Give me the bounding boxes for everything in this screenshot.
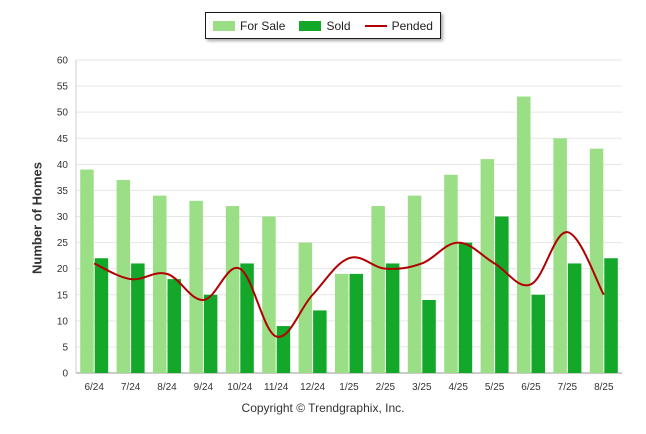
- bar-sold: [495, 216, 509, 373]
- legend: For Sale Sold Pended: [205, 12, 441, 39]
- y-tick-label: 50: [57, 108, 69, 119]
- bar-sold: [531, 294, 545, 373]
- bar-for-sale: [371, 206, 385, 373]
- bar-for-sale: [444, 174, 458, 373]
- bar-sold: [313, 310, 327, 373]
- y-tick-label: 0: [62, 369, 68, 380]
- x-tick-label: 3/25: [412, 382, 432, 393]
- legend-swatch-pended: [364, 24, 387, 27]
- legend-swatch-for-sale: [213, 20, 236, 31]
- bar-for-sale: [517, 96, 531, 374]
- legend-item-sold[interactable]: Sold: [299, 18, 351, 33]
- x-tick-label: 9/24: [194, 382, 214, 393]
- y-tick-label: 45: [57, 134, 69, 145]
- x-tick-label: 2/25: [376, 382, 396, 393]
- x-tick-label: 1/25: [339, 382, 359, 393]
- y-tick-label: 25: [57, 238, 69, 249]
- line-pended: [93, 231, 605, 338]
- bar-sold: [203, 294, 218, 373]
- bar-for-sale: [225, 206, 240, 373]
- bar-for-sale: [335, 273, 349, 373]
- x-tick-label: 6/24: [84, 382, 104, 393]
- bar-sold: [349, 273, 363, 373]
- y-tick-label: 5: [62, 342, 68, 353]
- bar-sold: [276, 326, 291, 373]
- bar-for-sale: [262, 216, 276, 373]
- y-tick-label: 60: [57, 56, 69, 67]
- bar-for-sale: [589, 148, 604, 373]
- legend-label-sold: Sold: [326, 18, 351, 33]
- bar-for-sale: [480, 159, 495, 373]
- bar-for-sale: [80, 169, 94, 373]
- bar-sold: [567, 263, 582, 373]
- bar-for-sale: [553, 138, 567, 373]
- bar-sold: [422, 299, 436, 373]
- bar-for-sale: [298, 242, 313, 373]
- legend-item-pended[interactable]: Pended: [364, 18, 433, 33]
- legend-item-for-sale[interactable]: For Sale: [213, 19, 285, 33]
- y-tick-label: 35: [57, 186, 69, 197]
- bar-sold: [604, 258, 618, 373]
- bar-for-sale: [407, 195, 422, 373]
- x-tick-label: 8/24: [157, 382, 177, 393]
- copyright-footer: Copyright © Trendgraphix, Inc.: [241, 401, 405, 415]
- x-tick-label: 10/24: [227, 382, 252, 393]
- x-tick-label: 5/25: [485, 382, 505, 393]
- x-tick-label: 12/24: [300, 382, 325, 393]
- legend-label-pended: Pended: [391, 18, 433, 33]
- x-tick-label: 8/25: [594, 382, 614, 393]
- x-tick-label: 4/25: [448, 382, 468, 393]
- bar-sold: [131, 263, 145, 373]
- legend-swatch-sold: [299, 20, 322, 31]
- x-tick-label: 6/25: [521, 382, 541, 393]
- y-tick-label: 20: [57, 264, 69, 275]
- x-tick-label: 11/24: [264, 382, 289, 393]
- bar-sold: [385, 263, 400, 373]
- y-tick-label: 30: [57, 212, 69, 223]
- bar-sold: [94, 258, 109, 373]
- y-tick-label: 15: [57, 290, 69, 301]
- bar-for-sale: [153, 195, 167, 373]
- y-tick-label: 40: [57, 160, 69, 171]
- legend-label-for-sale: For Sale: [240, 18, 286, 33]
- y-tick-label: 10: [57, 316, 69, 327]
- y-tick-label: 55: [57, 82, 69, 93]
- bar-sold: [167, 279, 181, 373]
- x-tick-label: 7/24: [121, 382, 141, 393]
- bar-for-sale: [189, 200, 203, 373]
- bar-sold: [240, 263, 254, 373]
- bar-sold: [458, 242, 473, 373]
- x-tick-label: 7/25: [558, 382, 578, 393]
